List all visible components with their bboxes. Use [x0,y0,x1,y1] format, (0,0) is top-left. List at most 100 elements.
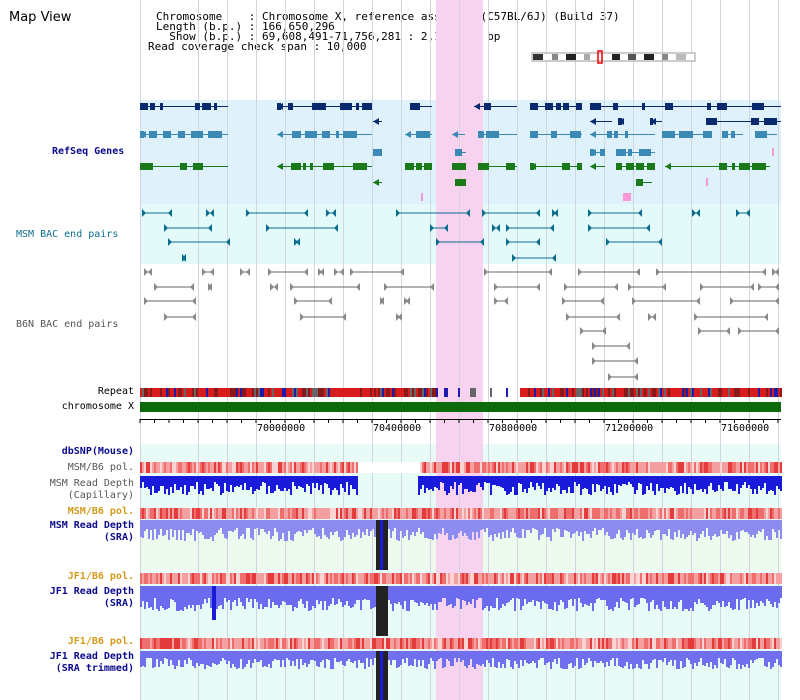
repeat-element [248,388,250,397]
jf1-depth-trim-bar [236,651,238,669]
msm-bac-end-marker [646,224,650,232]
gene-exon [703,131,712,138]
msm-b6-pol-cell [772,462,774,473]
jf1-depth-trim-bar [688,651,690,660]
jf1-b6-pol-cell [546,638,548,649]
jf1-b6-pol-cell [348,573,350,584]
jf1-depth-sra-bar [562,586,564,602]
jf1-depth-trim-bar [298,651,300,669]
gene-strand-arrow [616,163,622,170]
msm-b6-pol-cell [698,508,700,519]
repeat-element [360,388,362,397]
repeat-element [346,388,348,397]
msm-depth-cap-bar [544,476,546,495]
msm-depth-sra-bar [722,520,724,534]
msm-depth-sra-bar [644,520,646,538]
msm-b6-pol-cell [168,462,170,473]
jf1-depth-trim-bar [340,651,342,661]
repeat-element [680,388,682,397]
jf1-depth-sra-bar [574,586,576,599]
jf1-depth-trim-bar [660,651,662,660]
jf1-b6-pol-cell [622,638,624,649]
jf1-depth-trim-bar [262,651,264,667]
b6n-bac-end-marker [340,268,344,276]
msm-depth-sra-bar [194,520,196,541]
b6n-bac-end-marker [578,268,582,276]
repeat-element [694,388,696,397]
msm-b6-pol-cell [292,462,294,473]
jf1-depth-trim-bar [444,651,446,667]
msm-depth-cap-bar [246,476,248,490]
jf1-depth-trim-bar [524,651,526,660]
gene-strand-arrow [277,163,283,170]
msm-b6-pol-cell [680,462,682,473]
jf1-depth-sra-bar [482,586,484,610]
msm-depth-sra-bar [272,520,274,536]
repeat-element [332,388,334,397]
msm-depth-sra-bar [228,520,230,531]
jf1-b6-pol-cell [558,573,560,584]
jf1-depth-trim-bar [482,651,484,664]
msm-depth-sra-bar [354,520,356,537]
msm-b6-pol-cell [200,462,202,473]
msm-b6-pol-cell [248,508,250,519]
jf1-depth-trim-bar [320,651,322,662]
msm-depth-sra-bar [280,520,282,539]
msm-depth-sra-bar [470,520,472,540]
msm-b6-pol-cell [410,462,412,473]
msm-depth-sra-bar [654,520,656,531]
msm-b6-pol-cell [258,462,260,473]
jf1-depth-trim-bar [640,651,642,669]
jf1-depth-sra-bar [450,586,452,604]
jf1-depth-trim-bar [362,651,364,663]
repeat-element [620,388,622,397]
msm-depth-sra-bar [286,520,288,541]
msm-b6-pol-cell [706,508,708,519]
repeat-element [766,388,768,397]
repeat-element [446,388,448,397]
msm-depth-sra-bar [388,520,390,529]
msm-depth-sra-bar [768,520,770,540]
jf1-b6-pol-cell [372,638,374,649]
msm-b6-pol-cell [366,462,368,473]
jf1-depth-sra-bar [300,586,302,599]
msm-b6-pol-cell [336,508,338,519]
jf1-b6-pol-cell [144,638,146,649]
msm-b6-pol-cell [638,462,640,473]
msm-b6-pol-cell [610,508,612,519]
repeat-element [552,388,554,397]
msm-depth-cap-bar [694,476,696,484]
b6n-bac-end-marker [628,283,632,291]
msm-depth-sra-bar [514,520,516,533]
b6n-bac-end-marker [494,283,498,291]
jf1-b6-pol-cell [452,573,454,584]
jf1-b6-pol-cell [162,638,164,649]
repeat-track [140,388,782,397]
msm-b6-pol-cell [516,508,518,519]
jf1-depth-sra-bar [348,586,350,606]
jf1-b6-pol-cell [696,573,698,584]
msm-bac-end-marker [208,224,212,232]
msm-b6-pol-cell [538,508,540,519]
msm-depth-sra-bar [294,520,296,534]
repeat-element [316,388,318,397]
jf1-b6-pol-cell [702,638,704,649]
jf1-b6-pol-cell [750,638,752,649]
repeat-element [416,388,418,397]
jf1-b6-pol-cell [728,638,730,649]
jf1-depth-trim-bar [732,651,734,658]
jf1-b6-pol-cell [580,573,582,584]
msm-depth-sra-bar [148,520,150,539]
msm-depth-cap-bar [230,476,232,485]
msm-depth-cap-bar [734,476,736,491]
gene-marker-pink [706,178,708,186]
jf1-depth-sra-bar [698,586,700,599]
msm-depth-sra-bar [672,520,674,540]
msm-b6-pol-cell [530,508,532,519]
jf1-depth-sra-bar [542,586,544,601]
repeat-element [180,388,182,397]
msm-b6-pol-cell [176,462,178,473]
repeat-element [246,388,248,397]
jf1-depth-sra-bar [684,586,686,609]
